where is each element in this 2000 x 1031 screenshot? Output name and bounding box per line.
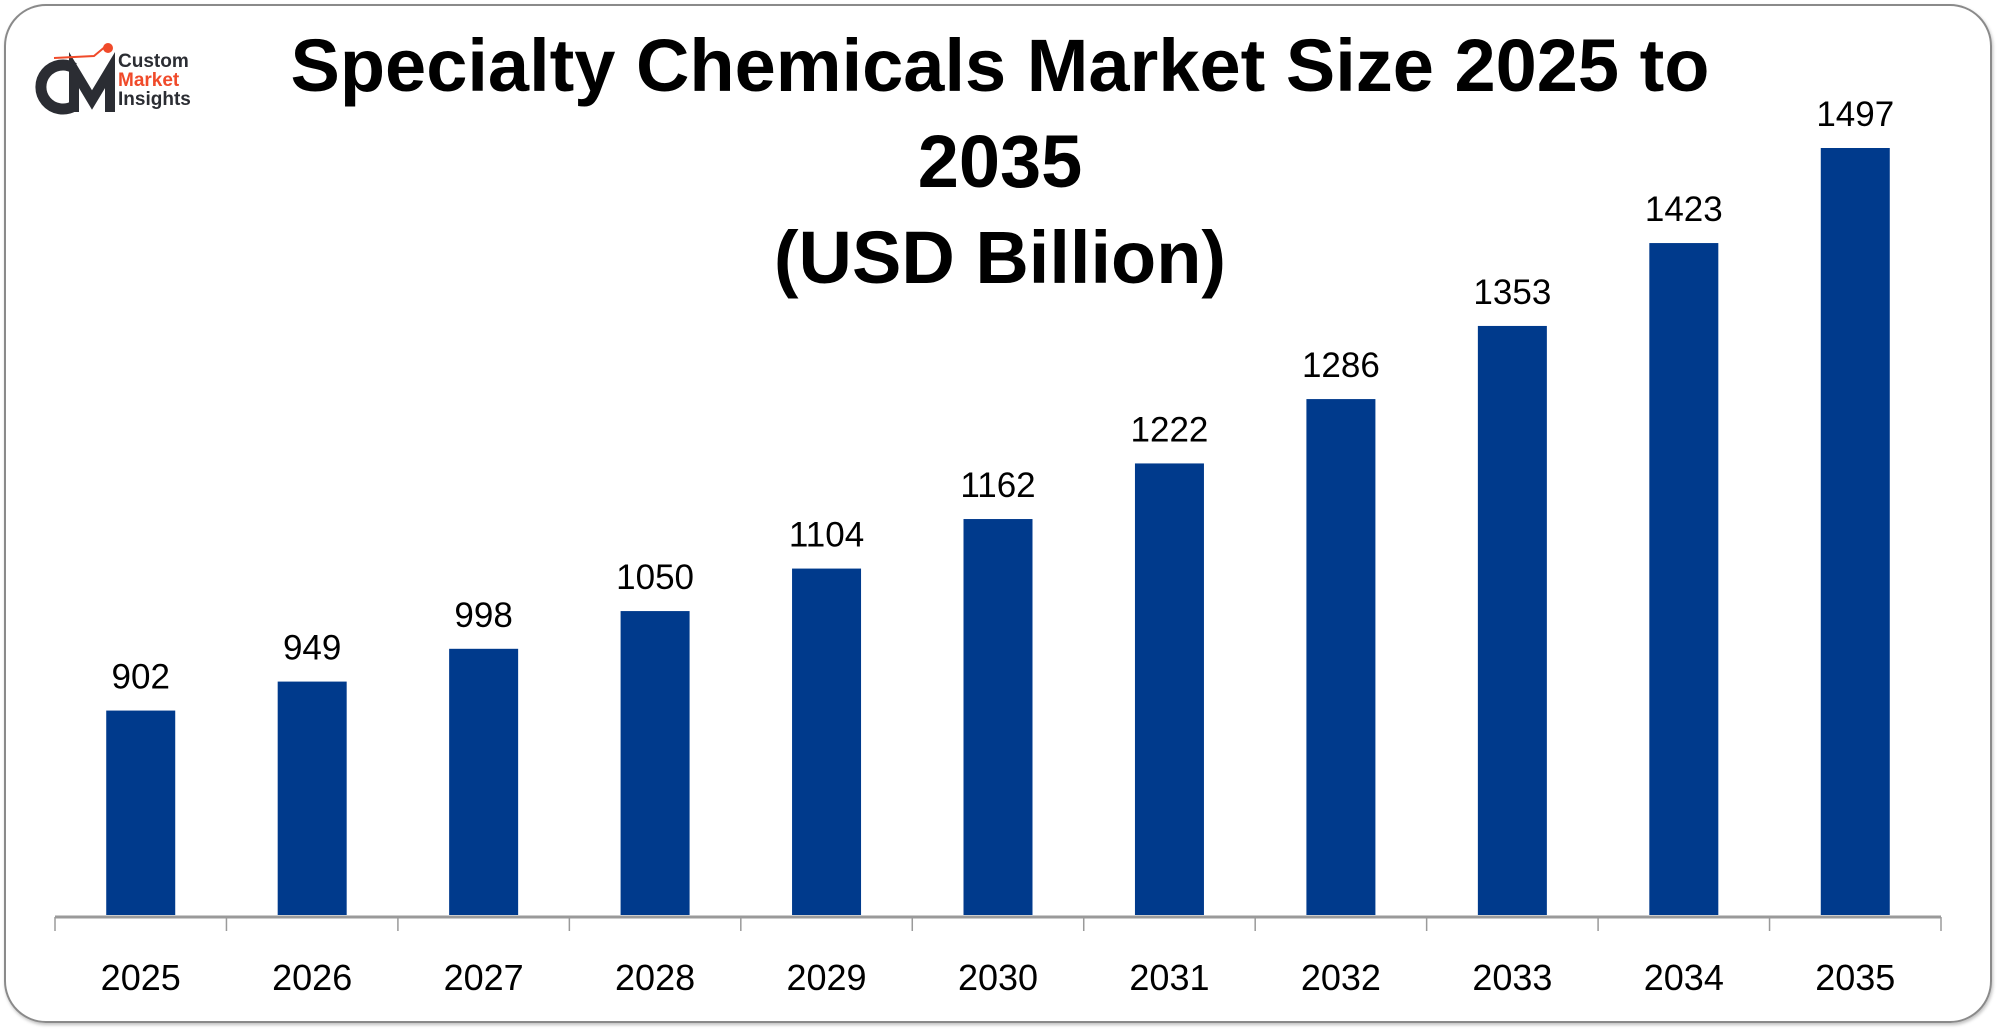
brand-name: Custom Market Insights bbox=[118, 52, 191, 109]
chart-title: Specialty Chemicals Market Size 2025 to … bbox=[200, 18, 1800, 306]
brand-line-3: Insights bbox=[118, 89, 191, 110]
bar-2032 bbox=[1306, 399, 1376, 915]
bar-2028 bbox=[620, 611, 690, 915]
data-label-2030: 1162 bbox=[960, 466, 1035, 505]
data-label-2035: 1497 bbox=[1816, 95, 1894, 134]
cmi-logo-icon bbox=[35, 43, 115, 115]
x-tick-label-2031: 2031 bbox=[1129, 957, 1209, 998]
bar-2031 bbox=[1134, 463, 1204, 915]
x-tick-label-2028: 2028 bbox=[615, 957, 695, 998]
x-tick-label-2034: 2034 bbox=[1644, 957, 1724, 998]
data-label-2029: 1104 bbox=[789, 516, 864, 555]
brand-line-2: Market bbox=[118, 70, 180, 91]
x-tick-label-2026: 2026 bbox=[272, 957, 352, 998]
bar-2030 bbox=[963, 519, 1033, 915]
data-label-2031: 1222 bbox=[1131, 410, 1209, 449]
chart-title-line-1: Specialty Chemicals Market Size 2025 to … bbox=[290, 24, 1710, 203]
x-tick-label-2027: 2027 bbox=[444, 957, 524, 998]
bar-2033 bbox=[1477, 325, 1547, 916]
x-tick-label-2033: 2033 bbox=[1472, 957, 1552, 998]
data-label-2033: 1353 bbox=[1473, 273, 1551, 312]
x-tick-label-2032: 2032 bbox=[1301, 957, 1381, 998]
data-label-2025: 902 bbox=[112, 658, 170, 697]
chart-frame bbox=[4, 4, 1992, 1023]
bar-2026 bbox=[277, 681, 347, 915]
x-tick-label-2025: 2025 bbox=[101, 957, 181, 998]
bar-2035 bbox=[1820, 148, 1890, 915]
x-tick-label-2035: 2035 bbox=[1815, 957, 1895, 998]
bar-2025 bbox=[106, 710, 176, 915]
bar-2034 bbox=[1649, 243, 1719, 915]
data-label-2032: 1286 bbox=[1302, 346, 1380, 385]
data-label-2026: 949 bbox=[283, 629, 341, 668]
data-label-2034: 1423 bbox=[1645, 190, 1723, 229]
brand-line-1: Custom bbox=[118, 51, 189, 72]
bar-2027 bbox=[449, 648, 519, 915]
x-tick-label-2029: 2029 bbox=[786, 957, 866, 998]
brand-logo: Custom Market Insights bbox=[34, 40, 224, 120]
bar-2029 bbox=[792, 568, 862, 915]
data-label-2027: 998 bbox=[454, 596, 512, 635]
data-label-2028: 1050 bbox=[616, 558, 694, 597]
chart-title-line-2: (USD Billion) bbox=[773, 216, 1227, 299]
x-tick-label-2030: 2030 bbox=[958, 957, 1038, 998]
